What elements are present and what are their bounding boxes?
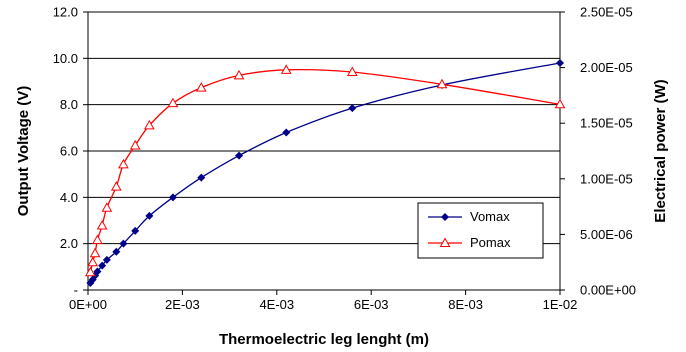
data-point-pomax bbox=[96, 219, 108, 230]
y-right-tick-label: 5.00E-06 bbox=[580, 227, 633, 242]
legend-vomax-marker bbox=[441, 213, 449, 221]
x-axis-ticks: 0E+00 2E-03 4E-03 6E-03 8E-03 1E-02 bbox=[69, 290, 577, 312]
y-left-tick-label: 4.0 bbox=[60, 190, 78, 205]
data-point-vomax bbox=[102, 255, 111, 264]
y-right-tick-label: 0.00E+00 bbox=[580, 283, 636, 298]
y-left-axis-title: Output Voltage (V) bbox=[15, 86, 32, 217]
x-tick-label: 2E-03 bbox=[165, 297, 200, 312]
x-tick-label: 6E-03 bbox=[354, 297, 389, 312]
y-right-tick-label: 2.50E-05 bbox=[580, 5, 633, 20]
data-point-pomax bbox=[118, 158, 129, 169]
data-point-vomax bbox=[145, 211, 154, 220]
data-point-pomax bbox=[92, 234, 103, 244]
data-point-vomax bbox=[112, 247, 121, 256]
legend-pomax-marker bbox=[439, 237, 451, 247]
data-point-pomax bbox=[87, 256, 99, 267]
series-layer bbox=[85, 58, 566, 288]
data-point-vomax bbox=[348, 104, 357, 113]
data-point-pomax bbox=[129, 139, 141, 150]
legend-vomax-label: Vomax bbox=[470, 209, 510, 224]
data-point-pomax bbox=[101, 202, 113, 212]
x-tick-label: 8E-03 bbox=[448, 297, 483, 312]
data-point-pomax bbox=[233, 69, 245, 80]
y-left-tick-label: 2.0 bbox=[60, 236, 78, 251]
legend-pomax-label: Pomax bbox=[470, 235, 511, 250]
data-point-vomax bbox=[168, 193, 177, 202]
y-left-tick-label: - bbox=[74, 283, 78, 298]
data-point-pomax bbox=[144, 119, 155, 130]
y-right-tick-label: 1.50E-05 bbox=[580, 116, 633, 131]
data-point-pomax bbox=[280, 64, 292, 74]
data-point-vomax bbox=[98, 261, 107, 270]
data-point-vomax bbox=[93, 267, 102, 276]
y-right-axis-title: Electrical power (W) bbox=[652, 79, 669, 222]
data-point-vomax bbox=[235, 151, 244, 160]
data-point-vomax bbox=[131, 226, 140, 235]
data-point-pomax bbox=[346, 66, 358, 77]
series-pomax bbox=[85, 64, 566, 277]
x-tick-label: 4E-03 bbox=[259, 297, 294, 312]
legend: Vomax Pomax bbox=[417, 202, 544, 259]
data-point-pomax bbox=[436, 78, 448, 89]
data-point-pomax bbox=[554, 98, 566, 109]
y-left-axis-ticks: - 2.0 4.0 6.0 8.0 10.0 12.0 bbox=[53, 5, 88, 298]
data-point-vomax bbox=[282, 128, 291, 137]
x-tick-label: 1E-02 bbox=[543, 297, 578, 312]
y-right-axis-ticks: 0.00E+00 5.00E-06 1.00E-05 1.50E-05 2.00E-05… bbox=[560, 5, 636, 298]
data-point-pomax bbox=[110, 181, 122, 191]
y-left-tick-label: 8.0 bbox=[60, 97, 78, 112]
x-tick-label: 0E+00 bbox=[69, 297, 107, 312]
data-point-vomax bbox=[556, 58, 564, 67]
y-left-tick-label: 10.0 bbox=[53, 51, 78, 66]
data-point-pomax bbox=[195, 82, 207, 92]
data-point-vomax bbox=[119, 239, 128, 248]
y-right-tick-label: 1.00E-05 bbox=[580, 171, 633, 186]
y-left-tick-label: 6.0 bbox=[60, 144, 78, 159]
data-point-pomax bbox=[85, 266, 96, 277]
data-point-pomax bbox=[89, 247, 101, 258]
data-point-vomax bbox=[197, 173, 206, 182]
legend-box bbox=[417, 202, 544, 259]
series-vomax bbox=[86, 58, 564, 288]
y-left-tick-label: 12.0 bbox=[53, 5, 78, 20]
data-point-pomax bbox=[167, 97, 179, 108]
x-axis-title: Thermoelectric leg lenght (m) bbox=[219, 331, 429, 348]
y-right-tick-label: 2.00E-05 bbox=[580, 60, 633, 75]
